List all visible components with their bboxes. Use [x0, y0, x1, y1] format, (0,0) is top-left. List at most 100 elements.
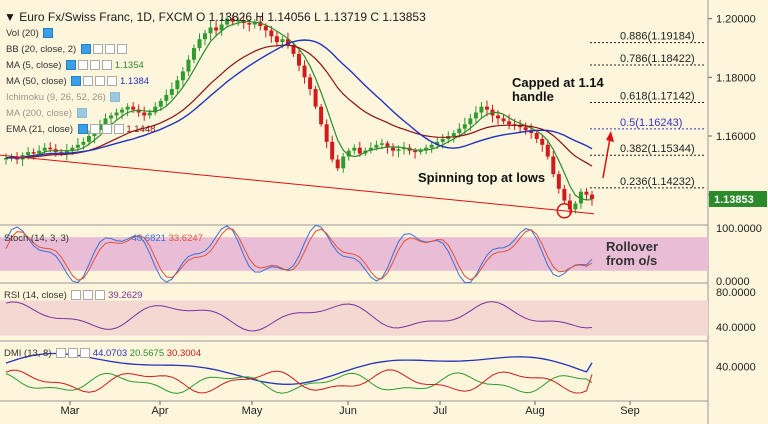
indicator-ma200[interactable]: MA (200, close)	[6, 108, 87, 119]
candle-body	[302, 65, 307, 78]
candle-body	[114, 112, 119, 116]
close-icon[interactable]	[116, 44, 127, 55]
ohlc-high: H 1.14056	[255, 10, 311, 24]
ema21-value: 1.1448	[126, 124, 156, 135]
price-tick-label: 1.18000	[716, 72, 756, 84]
arrow-head	[606, 131, 614, 142]
dmi-legend[interactable]: DMI (13, 8) 44.0703 20.5675 30.3004	[4, 348, 201, 359]
candle-body	[330, 141, 335, 160]
stoch-k-line	[5, 224, 593, 284]
candle-body	[175, 80, 180, 90]
candle-body	[573, 203, 578, 210]
close-icon[interactable]	[95, 290, 106, 301]
eye-icon[interactable]	[43, 28, 54, 39]
rsi-label: RSI (14, close)	[4, 290, 67, 301]
candle-body	[197, 39, 202, 48]
close-icon[interactable]	[102, 60, 113, 71]
candle-body	[590, 194, 594, 200]
candle-body	[352, 147, 357, 151]
rsi-value: 39.2629	[108, 290, 143, 301]
settings-icon[interactable]	[83, 76, 94, 87]
stoch-tick-label: 0.0000	[716, 276, 750, 288]
candle-body	[70, 147, 75, 151]
candle-body	[374, 144, 379, 148]
stoch-d-line	[5, 228, 593, 281]
candle-body	[269, 30, 274, 37]
ma50-line	[5, 39, 593, 159]
candle-body	[418, 150, 423, 153]
add-icon[interactable]	[95, 76, 106, 87]
candle-body	[385, 143, 390, 148]
indicator-label: MA (200, close)	[6, 108, 72, 119]
indicator-ichimoku[interactable]: Ichimoku (9, 26, 52, 26)	[6, 92, 121, 103]
indicator-ma50[interactable]: MA (50, close) 1.1384	[6, 76, 149, 87]
add-icon[interactable]	[104, 44, 115, 55]
rsi-tick-label: 40.0000	[716, 322, 756, 334]
candle-body	[368, 147, 373, 151]
candle-body	[567, 200, 572, 210]
annotation-rollover: Rollover from o/s	[606, 239, 659, 268]
eye-icon[interactable]	[80, 44, 91, 55]
chart-header: ▼ Euro Fx/Swiss Franc, 1D, FXCM O 1.1382…	[4, 10, 426, 24]
candle-body	[109, 115, 114, 119]
ohlc-low: L 1.13719	[314, 10, 368, 24]
close-icon[interactable]	[80, 348, 91, 359]
settings-icon[interactable]	[89, 124, 100, 135]
add-icon[interactable]	[83, 290, 94, 301]
candle-body	[556, 174, 561, 189]
eye-icon[interactable]	[77, 124, 88, 135]
candle-body	[462, 124, 467, 129]
indicator-vol[interactable]: Vol (20)	[6, 28, 54, 39]
time-tick-label: Aug	[525, 405, 545, 417]
stoch-legend[interactable]: Stoch (14, 3, 3) 40.6821 33.6247	[4, 233, 203, 244]
dmi-plus-value: 20.5675	[129, 348, 165, 359]
eye-icon[interactable]	[110, 92, 121, 103]
settings-icon[interactable]	[92, 44, 103, 55]
settings-icon[interactable]	[78, 60, 89, 71]
candle-body	[313, 89, 318, 107]
candle-body	[523, 127, 528, 131]
candle-body	[584, 191, 589, 195]
candle-body	[120, 109, 125, 113]
candle-body	[285, 39, 290, 46]
dmi-label: DMI (13, 8)	[4, 348, 52, 359]
rsi-legend[interactable]: RSI (14, close) 39.2629	[4, 290, 142, 301]
add-icon[interactable]	[101, 124, 112, 135]
settings-icon[interactable]	[71, 290, 82, 301]
candle-body	[551, 156, 556, 175]
stoch-label: Stoch (14, 3, 3)	[4, 233, 69, 244]
close-icon[interactable]	[113, 124, 124, 135]
add-icon[interactable]	[90, 60, 101, 71]
candle-body	[75, 144, 80, 148]
candle-body	[435, 141, 440, 145]
close-icon[interactable]	[107, 76, 118, 87]
chevron-down-icon[interactable]: ▼	[4, 10, 16, 24]
fib-label: 0.786(1.18422)	[620, 53, 695, 65]
candle-body	[578, 191, 583, 204]
fib-label: 0.886(1.19184)	[620, 31, 695, 43]
ohlc-open: O 1.13826	[195, 10, 252, 24]
eye-icon[interactable]	[76, 108, 87, 119]
candle-body	[125, 106, 130, 110]
eye-icon[interactable]	[66, 60, 77, 71]
symbol-title[interactable]: Euro Fx/Swiss Franc, 1D, FXCM	[19, 10, 193, 24]
candle-body	[562, 188, 567, 201]
price-tick-label: 1.20000	[716, 14, 756, 26]
candle-body	[390, 147, 395, 151]
indicator-bb[interactable]: BB (20, close, 2)	[6, 44, 127, 55]
indicator-label: Vol (20)	[6, 28, 39, 39]
candle-body	[501, 118, 506, 122]
candle-body	[86, 136, 91, 142]
time-tick-label: Jul	[433, 405, 447, 417]
indicator-label: MA (50, close)	[6, 76, 67, 87]
eye-icon[interactable]	[71, 76, 82, 87]
add-icon[interactable]	[68, 348, 79, 359]
candle-body	[274, 36, 279, 43]
indicator-ema21[interactable]: EMA (21, close) 1.1448	[6, 124, 155, 135]
indicator-ma5[interactable]: MA (5, close) 1.1354	[6, 60, 144, 71]
candle-body	[263, 26, 268, 31]
candle-body	[252, 21, 257, 25]
candle-body	[484, 106, 489, 110]
settings-icon[interactable]	[56, 348, 67, 359]
